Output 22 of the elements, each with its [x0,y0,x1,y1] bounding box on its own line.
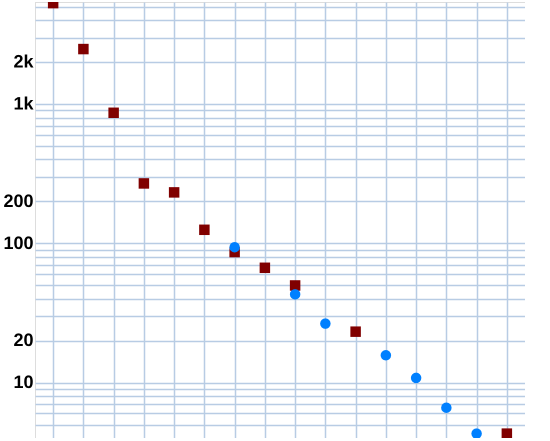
point [199,224,210,236]
point [320,318,331,329]
point [290,280,300,291]
point [441,402,452,413]
y-tick-label: 10 [13,372,34,392]
y-tick-label: 100 [3,232,34,253]
point [410,372,422,384]
point [380,350,392,361]
point [138,178,150,189]
point [471,428,482,438]
point [108,108,119,118]
point [260,262,270,274]
y-tick-label: 20 [13,330,34,350]
point [502,428,512,438]
point [290,289,300,300]
y-tick-label: 200 [3,190,34,211]
point [350,326,361,337]
point [229,242,240,252]
point [168,187,180,198]
y-tick-label: 1k [13,94,34,114]
point [78,44,89,54]
y-tick-label: 2k [13,52,34,72]
